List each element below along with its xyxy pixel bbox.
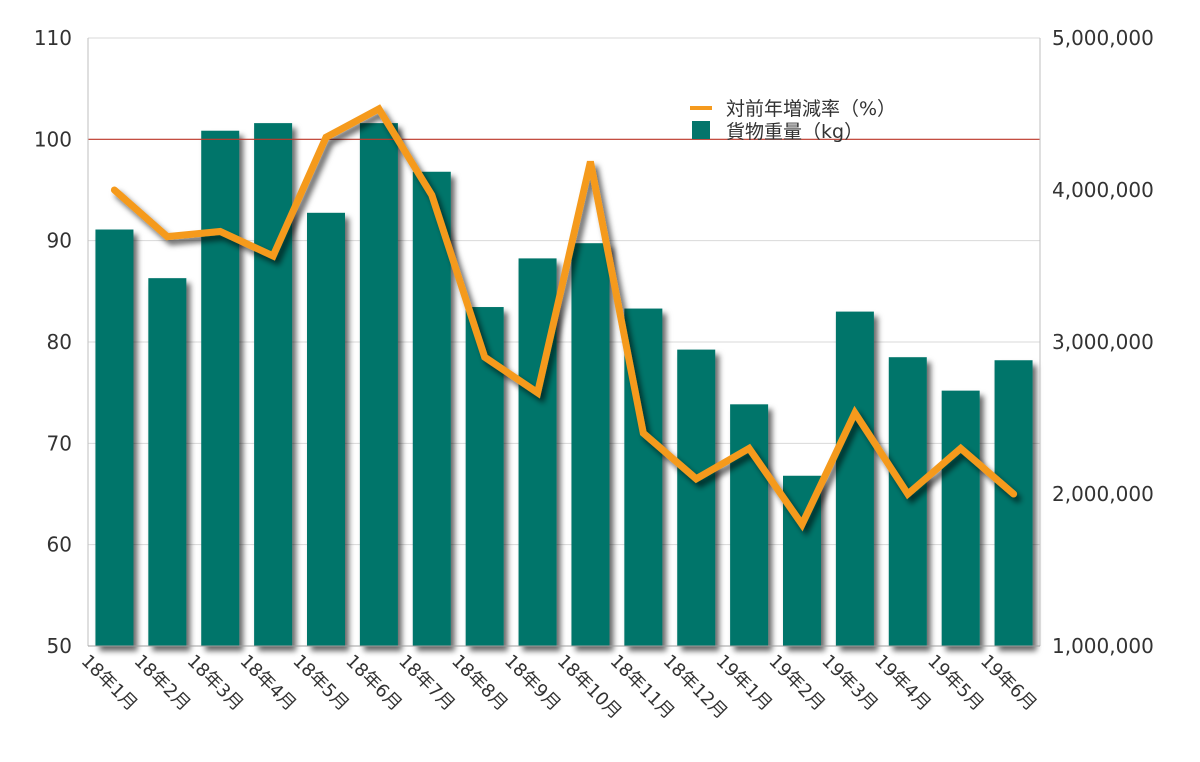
y-left-tick-label: 70 [47,431,72,455]
x-tick-label: 18年3月 [183,651,248,716]
y-right-tick-label: 2,000,000 [1052,482,1154,506]
y-left-tick-label: 90 [47,229,72,253]
x-tick-label: 19年3月 [817,651,882,716]
x-tick-label: 19年2月 [764,651,829,716]
bar [307,212,345,647]
bar [95,229,134,646]
x-tick-label: 18年2月 [130,651,195,716]
bar [359,123,398,647]
bar [835,311,874,646]
y-left-tick-label: 110 [34,26,72,50]
x-tick-label: 19年6月 [976,651,1041,716]
bar [888,357,927,646]
y-right-tick-label: 1,000,000 [1052,634,1154,658]
legend-label-line: 対前年増減率（%） [726,98,896,120]
bar [941,390,980,646]
x-tick-label: 18年5月 [288,651,353,716]
y-left-tick-label: 50 [47,634,72,658]
x-tick-label: 18年8月 [447,651,512,716]
bar-series [95,123,1033,647]
legend-bar-swatch [692,121,710,139]
bar [201,130,240,647]
line-series [110,104,1018,532]
x-tick-label: 18年6月 [341,651,406,716]
bar [518,258,557,646]
bar [730,404,769,646]
y-right-tick-label: 5,000,000 [1052,26,1154,50]
bar [254,123,293,647]
bar [677,349,716,646]
bar [994,360,1033,646]
bar [412,171,451,646]
growth-rate-line [110,104,1018,532]
x-tick-label: 18年1月 [77,651,142,716]
legend-label-bar: 貨物重量（kg） [726,121,863,143]
y-right-tick-label: 3,000,000 [1052,330,1154,354]
x-tick-label: 18年4月 [236,651,301,716]
x-tick-label: 19年4月 [870,651,935,716]
y-left-tick-label: 80 [47,330,72,354]
y-left-tick-label: 60 [47,533,72,557]
legend: 対前年増減率（%） 貨物重量（kg） [690,98,896,143]
x-tick-label: 19年5月 [923,651,988,716]
x-tick-label: 18年9月 [500,651,565,716]
y-left-tick-label: 100 [34,127,72,151]
x-tick-label: 18年7月 [394,651,459,716]
bar [571,243,610,646]
y-right-tick-label: 4,000,000 [1052,178,1154,202]
bar [148,278,187,646]
